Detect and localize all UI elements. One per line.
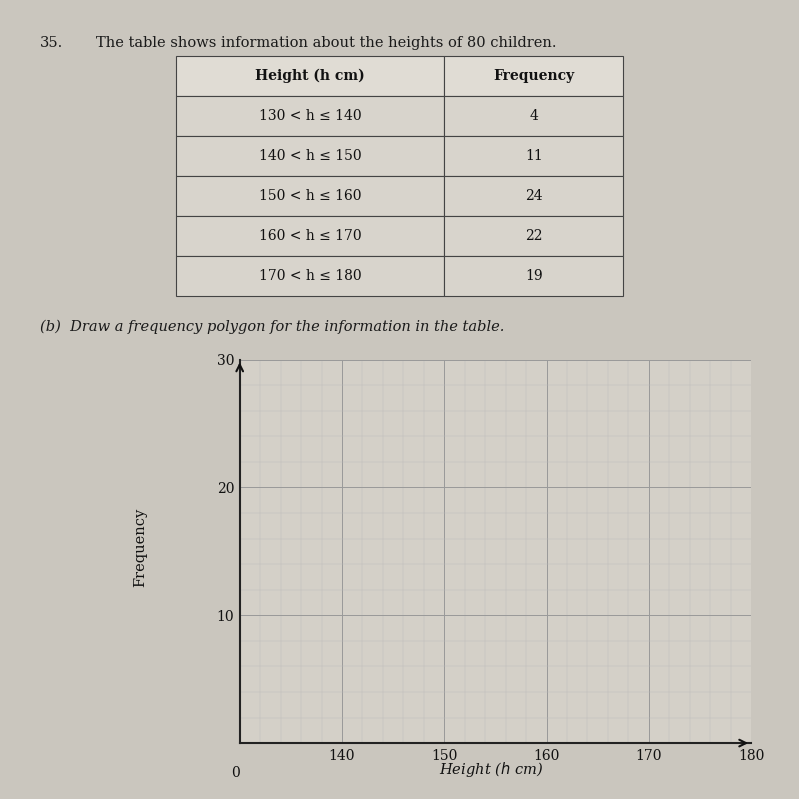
Bar: [176, 56, 444, 96]
Text: The table shows information about the heights of 80 children.: The table shows information about the he…: [96, 36, 556, 50]
Bar: [444, 56, 623, 96]
Text: 4: 4: [529, 109, 539, 123]
Text: (b)  Draw a frequency polygon for the information in the table.: (b) Draw a frequency polygon for the inf…: [40, 320, 504, 334]
Text: 170 < h ≤ 180: 170 < h ≤ 180: [259, 268, 361, 283]
Bar: [176, 216, 444, 256]
Text: 22: 22: [525, 229, 543, 243]
Text: 0: 0: [231, 766, 240, 780]
Text: Frequency: Frequency: [133, 507, 147, 587]
Text: 160 < h ≤ 170: 160 < h ≤ 170: [259, 229, 361, 243]
Bar: [444, 136, 623, 176]
Text: 11: 11: [525, 149, 543, 163]
Text: 150 < h ≤ 160: 150 < h ≤ 160: [259, 189, 361, 203]
Text: Height ($h$ cm): Height ($h$ cm): [439, 760, 543, 779]
Text: Frequency: Frequency: [493, 69, 574, 83]
Text: 24: 24: [525, 189, 543, 203]
Bar: [176, 256, 444, 296]
Bar: [176, 136, 444, 176]
Bar: [444, 216, 623, 256]
Text: 35.: 35.: [40, 36, 63, 50]
Bar: [444, 96, 623, 136]
Bar: [176, 176, 444, 216]
Text: 19: 19: [525, 268, 543, 283]
Text: 130 < h ≤ 140: 130 < h ≤ 140: [259, 109, 361, 123]
Bar: [444, 176, 623, 216]
Text: 140 < h ≤ 150: 140 < h ≤ 150: [259, 149, 361, 163]
Text: Height (h cm): Height (h cm): [255, 69, 365, 83]
Bar: [444, 256, 623, 296]
Bar: [176, 96, 444, 136]
